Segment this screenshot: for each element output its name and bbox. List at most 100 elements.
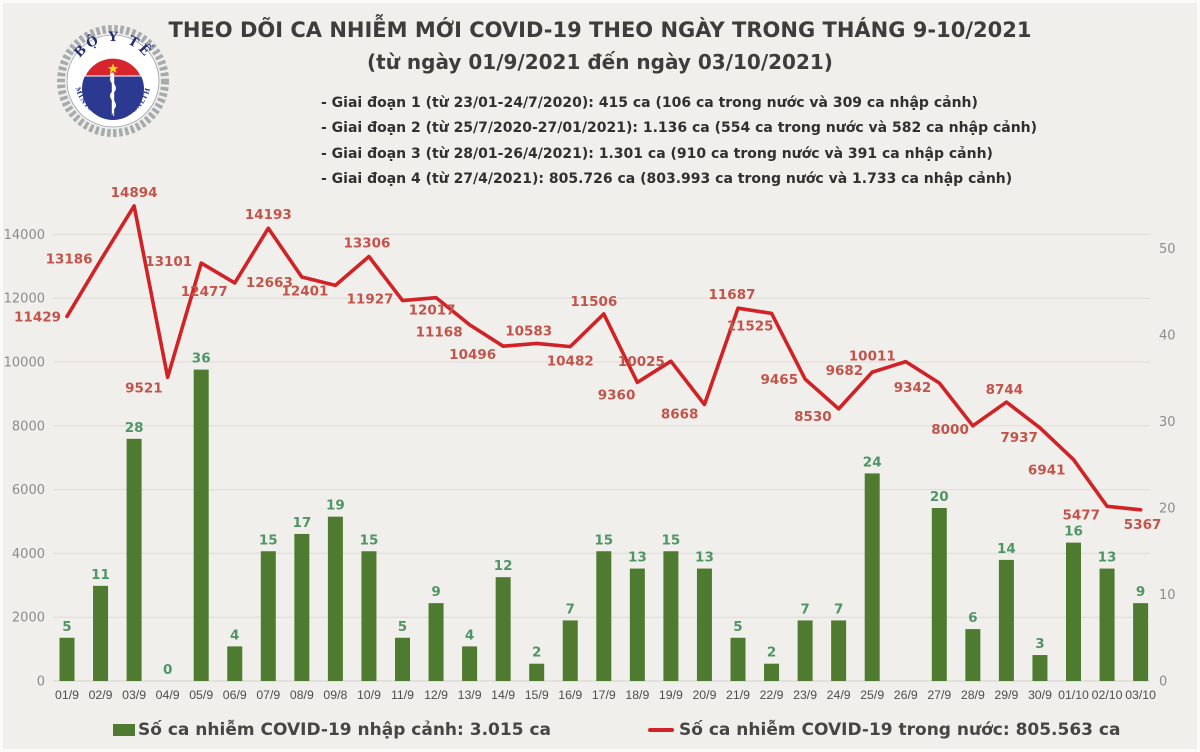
domestic-cases-line (65, 204, 1143, 512)
imported-cases-bar (126, 438, 142, 681)
imported-cases-bar (931, 508, 947, 681)
right-axis-tick-label: 40 (1159, 329, 1176, 344)
imported-cases-value-label: 0 (163, 662, 172, 678)
legend-line-swatch (648, 727, 674, 733)
left-axis-tick-label: 2000 (12, 611, 45, 626)
imported-cases-bar (227, 646, 243, 681)
imported-cases-bar (1032, 655, 1048, 681)
domestic-cases-value-label: 11506 (570, 294, 617, 310)
domestic-cases-value-label: 11168 (416, 325, 463, 341)
imported-cases-bar (1133, 603, 1149, 681)
imported-cases-value-label: 6 (968, 610, 977, 626)
domestic-cases-value-label: 11429 (14, 309, 61, 325)
imported-cases-bar (797, 620, 813, 681)
legend-item-domestic: Số ca nhiễm COVID-19 trong nước: 805.563… (648, 720, 1120, 740)
domestic-cases-value-label: 10583 (505, 323, 552, 339)
domestic-cases-value-label: 9360 (598, 387, 636, 403)
imported-cases-value-label: 24 (863, 454, 882, 470)
right-axis-tick-label: 50 (1159, 242, 1176, 257)
imported-cases-bar (361, 551, 377, 681)
legend-imported-label: Số ca nhiễm COVID-19 nhập cảnh: 3.015 ca (138, 720, 551, 740)
logo-snake-icon (110, 75, 116, 110)
imported-cases-bar (260, 551, 276, 681)
imported-cases-bar (764, 663, 780, 681)
x-axis-tick-label: 21/9 (726, 688, 750, 702)
domestic-cases-value-label: 5367 (1124, 517, 1162, 533)
imported-cases-value-label: 5 (733, 619, 742, 635)
imported-cases-value-label: 13 (628, 550, 647, 566)
left-axis-tick-label: 12000 (4, 292, 45, 307)
imported-cases-bar (596, 551, 612, 681)
domestic-cases-value-label: 12401 (281, 283, 328, 299)
x-axis-tick-label: 04/9 (156, 688, 180, 702)
domestic-cases-value-label: 7937 (1000, 430, 1038, 446)
domestic-cases-value-label: 14193 (245, 207, 292, 223)
chart-title-line2: (từ ngày 01/9/2021 đến ngày 03/10/2021) (367, 50, 833, 74)
imported-cases-bar (495, 577, 511, 681)
imported-cases-bar (562, 620, 578, 681)
imported-cases-value-label: 3 (1035, 636, 1044, 652)
x-axis-tick-label: 09/8 (323, 688, 347, 702)
imported-cases-value-label: 19 (326, 498, 345, 514)
x-axis-tick-label: 20/9 (692, 688, 716, 702)
x-axis-tick-label: 08/9 (290, 688, 314, 702)
right-axis-tick-label: 10 (1159, 588, 1176, 603)
x-axis-tick-label: 25/9 (860, 688, 884, 702)
x-axis-tick-label: 17/9 (592, 688, 616, 702)
x-axis-tick-label: 13/9 (458, 688, 482, 702)
domestic-cases-value-label: 8530 (794, 409, 832, 425)
imported-cases-value-label: 15 (594, 532, 613, 548)
x-axis-tick-label: 11/9 (391, 688, 414, 702)
x-axis-tick-label: 01/9 (55, 688, 79, 702)
left-axis-tick-label: 8000 (12, 419, 45, 434)
x-axis-tick-label: 07/9 (256, 688, 280, 702)
domestic-cases-value-label: 8744 (986, 382, 1024, 398)
imported-cases-value-label: 16 (1064, 524, 1083, 540)
x-axis-tick-label: 18/9 (625, 688, 649, 702)
left-axis-tick-label: 0 (37, 675, 45, 690)
domestic-cases-value-label: 6941 (1028, 463, 1066, 479)
x-axis-tick-label: 24/9 (827, 688, 851, 702)
right-axis-tick-label: 30 (1159, 415, 1176, 430)
x-axis-tick-label: 19/9 (659, 688, 683, 702)
imported-cases-value-label: 36 (192, 351, 211, 367)
phase-line-2: - Giai đoạn 2 (từ 25/7/2020-27/01/2021):… (321, 120, 1038, 137)
right-axis-tick-label: 20 (1159, 502, 1176, 517)
imported-cases-bar (696, 568, 712, 681)
domestic-cases-value-label: 8668 (661, 406, 699, 422)
imported-cases-bar (327, 516, 343, 681)
imported-cases-value-label: 2 (532, 645, 541, 661)
domestic-cases-value-label: 12477 (181, 284, 228, 300)
domestic-cases-value-label: 11525 (727, 318, 774, 334)
imported-cases-value-label: 5 (398, 619, 407, 635)
domestic-cases-value-label: 13101 (145, 254, 192, 270)
imported-cases-value-label: 20 (930, 489, 949, 505)
x-axis-tick-label: 27/9 (927, 688, 951, 702)
imported-cases-value-label: 4 (465, 627, 474, 643)
x-axis-tick-label: 15/9 (525, 688, 549, 702)
imported-cases-bar (965, 629, 981, 681)
phase-summary-block: - Giai đoạn 1 (từ 23/01-24/7/2020): 415 … (321, 91, 1037, 193)
x-axis-tick-label: 12/9 (424, 688, 448, 702)
phase-line-1: - Giai đoạn 1 (từ 23/01-24/7/2020): 415 … (321, 95, 978, 111)
imported-cases-value-label: 9 (431, 584, 440, 600)
x-axis-tick-label: 02/9 (89, 688, 113, 702)
legend-bar-swatch (113, 724, 135, 736)
left-axis-tick-label: 10000 (4, 356, 45, 371)
imported-cases-value-label: 17 (292, 515, 311, 531)
imported-cases-bar (395, 637, 410, 681)
domestic-cases-value-label: 8000 (931, 422, 969, 438)
x-axis-tick-label: 03/9 (122, 688, 146, 702)
imported-cases-bar (1066, 542, 1081, 681)
imported-cases-value-label: 12 (494, 558, 513, 574)
phase-line-4: - Giai đoạn 4 (từ 27/4/2021): 805.726 ca… (321, 171, 1013, 188)
x-axis-tick-label: 28/9 (961, 688, 985, 702)
logo-snake-head (110, 72, 114, 77)
imported-cases-value-label: 11 (91, 567, 110, 583)
imported-cases-bar (864, 473, 880, 681)
left-axis-tick-label: 14000 (4, 228, 45, 243)
imported-cases-value-label: 15 (360, 532, 379, 548)
domestic-cases-value-label: 11927 (347, 292, 394, 308)
plot-svg: 0200040006000800010000120001400001020304… (4, 185, 1176, 702)
